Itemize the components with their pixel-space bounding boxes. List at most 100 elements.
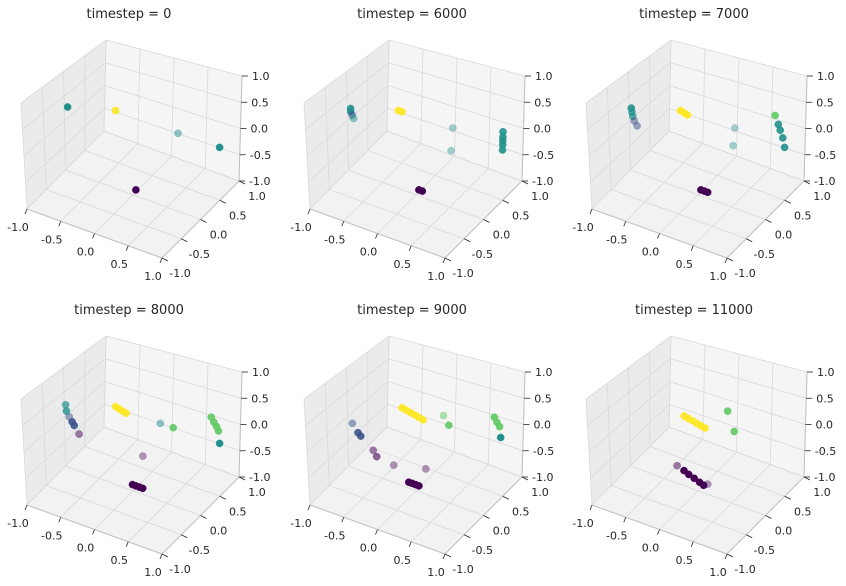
scatter-point (389, 461, 398, 469)
z-tick-label: 1.0 (535, 366, 553, 379)
z-tick-label: -1.0 (814, 471, 835, 484)
z-tick-label: 0.0 (816, 123, 834, 136)
tick-labels: -1.0-0.50.00.51.0 -1.0-0.50.00.51.0-1.0-0… (290, 70, 554, 283)
subplot-panel: timestep = 7000-1.0-0.50.00.51.0 -1.0-0.5… (572, 7, 836, 283)
x-tick-label: 0.5 (111, 554, 129, 567)
x-tick-label: 0.0 (77, 246, 95, 259)
scatter-point (70, 421, 79, 430)
z-tick-label: -1.0 (814, 175, 835, 188)
scatter-point (448, 124, 457, 132)
scatter-point (683, 111, 692, 119)
scatter-series (61, 400, 224, 493)
y-tick-label: 0.0 (210, 229, 228, 242)
x-tick-label: 0.5 (676, 554, 694, 567)
scatter-point (703, 480, 712, 489)
scatter-point (730, 124, 739, 132)
scatter-point (673, 461, 681, 470)
z-tick-label: 1.0 (817, 70, 835, 83)
scatter-point (780, 143, 789, 152)
gridlines (303, 39, 526, 259)
z-tick-label: 0.0 (534, 123, 552, 136)
y-tick-label: 0.0 (493, 229, 511, 242)
scatter-point (633, 121, 641, 130)
y-tick-label: 1.0 (248, 190, 266, 203)
y-tick-label: -1.0 (169, 267, 190, 280)
z-tick-label: 1.0 (252, 70, 270, 83)
subplot-panel: timestep = 11000 -1.0 -0.5 0.0 0.5 1.0 -1.0 -0.… (572, 303, 836, 579)
z-tick-label: 0.5 (251, 96, 269, 109)
scatter-series (348, 403, 505, 490)
tick-labels: -1.0-0.50.00.51.0 -1.0-0.50.00.51.0-1.0-0… (572, 70, 836, 283)
scatter-point (495, 422, 504, 431)
scatter-point (174, 129, 182, 138)
scatter-point (139, 452, 147, 460)
subplot-title: timestep = 11000 (635, 303, 753, 318)
y-tick-label: 1.0 (531, 190, 549, 203)
z-tick-label: 1.0 (535, 70, 553, 83)
z-tick-label: 1.0 (252, 366, 270, 379)
x-tick-label: 0.0 (360, 542, 378, 555)
y-tick-label: 0.0 (210, 525, 228, 538)
z-tick-label: 0.5 (251, 392, 269, 405)
x-tick-label: -1.0 (572, 221, 593, 234)
y-tick-label: -1.0 (734, 267, 755, 280)
y-tick-label: -1.0 (169, 563, 190, 576)
x-tick-label: 0.0 (642, 542, 660, 555)
scatter-point (75, 430, 83, 438)
z-tick-label: -1.0 (532, 471, 553, 484)
z-tick-label: 0.5 (816, 392, 834, 405)
subplot-panel: timestep = 9000-1.0-0.50.00.51.0 -1.0-0.5… (290, 303, 554, 579)
x-tick-label: 0.5 (111, 258, 129, 271)
y-tick-label: 0.0 (775, 229, 793, 242)
x-tick-label: 0.5 (394, 258, 412, 271)
y-tick-label: -0.5 (472, 544, 493, 557)
scatter-point (771, 111, 779, 120)
x-tick-label: 1.0 (709, 566, 727, 579)
subplot-panel: timestep = 6000-1.0-0.50.00.51.0 -1.0-0.5… (290, 7, 554, 283)
scatter-point (703, 188, 712, 197)
y-tick-label: -0.5 (189, 544, 210, 557)
x-tick-label: 0.0 (360, 246, 378, 259)
z-tick-label: 0.0 (251, 419, 269, 432)
subplot-panel: timestep = 8000-1.0-0.50.00.51.0 -1.0-0.5… (7, 303, 271, 579)
scatter-point (690, 474, 699, 483)
x-tick-label: 1.0 (709, 270, 727, 283)
scatter-point (132, 186, 140, 194)
subplot-title: timestep = 9000 (357, 303, 467, 318)
y-tick-label: -0.5 (754, 544, 775, 557)
x-tick-label: 0.5 (676, 258, 694, 271)
x-tick-label: -1.0 (7, 221, 28, 234)
x-tick-label: -1.0 (572, 517, 593, 530)
x-tick-label: -1.0 (290, 221, 311, 234)
x-tick-label: -0.5 (41, 233, 62, 246)
x-tick-label: -0.5 (41, 529, 62, 542)
y-tick-label: 0.0 (493, 525, 511, 538)
scatter-point (729, 141, 737, 150)
y-tick-label: -0.5 (472, 248, 493, 261)
scatter-point (419, 416, 427, 424)
y-tick-label: 1.0 (813, 486, 831, 499)
z-tick-label: -0.5 (250, 445, 271, 458)
scatter-point (498, 146, 507, 154)
x-tick-label: -1.0 (7, 517, 28, 530)
scatter-series (63, 103, 224, 194)
scatter-series (346, 104, 507, 195)
z-tick-label: 0.5 (534, 392, 552, 405)
y-tick-label: -0.5 (189, 248, 210, 261)
z-tick-label: -1.0 (532, 175, 553, 188)
scatter-point (701, 424, 709, 432)
subplot-title: timestep = 0 (87, 7, 172, 22)
scatter-point (156, 419, 165, 428)
scatter-point (348, 419, 357, 428)
x-tick-label: -0.5 (606, 529, 627, 542)
scatter-point (398, 107, 406, 116)
tick-marks (589, 75, 813, 264)
scatter-point (122, 409, 130, 418)
x-tick-label: 1.0 (427, 566, 445, 579)
x-tick-label: 1.0 (427, 270, 445, 283)
scatter-point (356, 432, 365, 440)
scatter-point (730, 427, 739, 436)
scatter-point (63, 103, 72, 111)
scatter-point (372, 452, 381, 461)
